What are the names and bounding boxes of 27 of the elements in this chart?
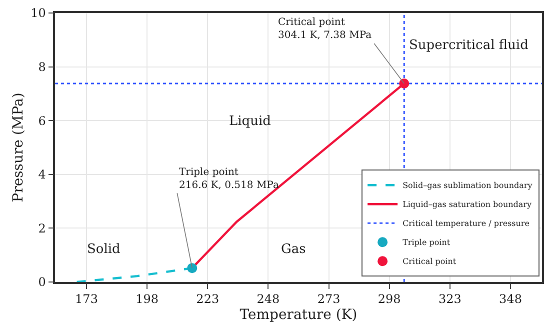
annotation: Solid xyxy=(87,242,120,257)
y-tick-label: 4 xyxy=(38,168,46,182)
x-tick-label: 348 xyxy=(499,292,522,306)
x-tick-label: 298 xyxy=(378,292,401,306)
y-tick-label: 0 xyxy=(38,275,46,290)
legend-label: Solid–gas sublimation boundary xyxy=(402,181,533,190)
x-tick-label: 323 xyxy=(438,292,462,306)
x-tick-label: 173 xyxy=(75,292,98,306)
x-tick-label: 248 xyxy=(256,292,280,306)
annotation: Triple point 216.6 K, 0.518 MPa xyxy=(179,167,279,191)
annotation: Critical point 304.1 K, 7.38 MPa xyxy=(278,17,372,41)
x-axis-title: Temperature (K) xyxy=(240,306,358,323)
legend-label: Liquid–gas saturation boundary xyxy=(402,200,532,210)
annotation: Gas xyxy=(281,242,306,257)
x-tick-label: 273 xyxy=(317,292,340,306)
y-axis-title: Pressure (MPa) xyxy=(10,92,27,202)
ref-line-label: Critical temperature / pressure xyxy=(402,219,530,228)
y-tick-label: 8 xyxy=(38,60,46,74)
y-tick-label: 10 xyxy=(30,6,46,20)
annotation: Supercritical fluid xyxy=(409,38,528,53)
x-tick-label: 223 xyxy=(196,292,220,306)
annotation: Liquid xyxy=(229,114,271,129)
legend-label: Triple point xyxy=(402,238,451,248)
y-tick-label: 6 xyxy=(38,114,46,128)
y-tick-label: 2 xyxy=(38,221,46,236)
x-tick-label: 198 xyxy=(136,292,159,306)
legend-label: Critical point xyxy=(402,257,457,266)
